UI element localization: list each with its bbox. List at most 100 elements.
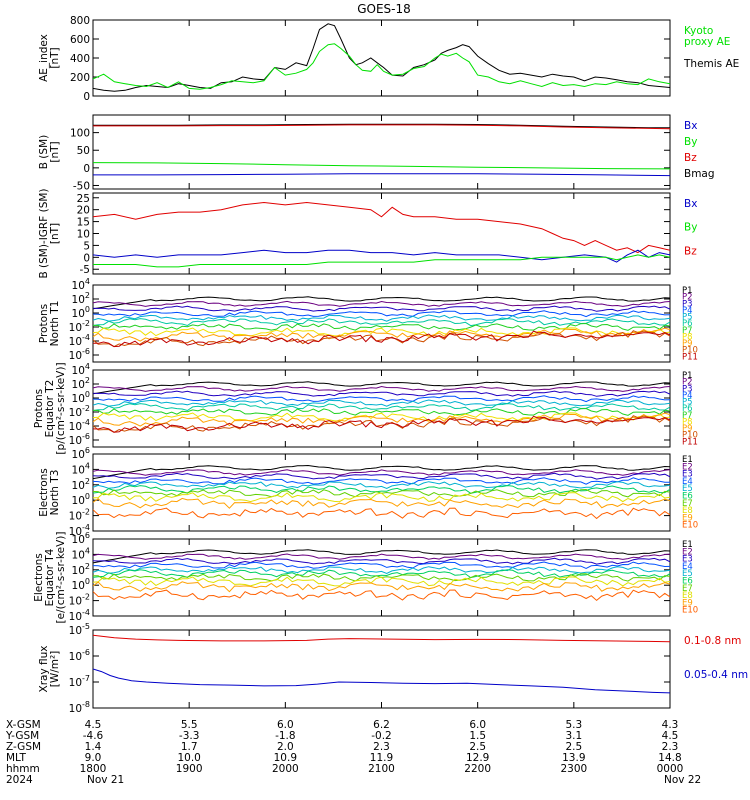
x-tick-value: 3.1 (565, 730, 582, 742)
legend-entry: P7 (682, 411, 693, 421)
y-tick-label: 100 (72, 577, 90, 592)
channel-line (93, 403, 670, 412)
legend-entry: E8 (682, 506, 693, 516)
y-axis-label: B (SM) (38, 135, 50, 169)
x-tick-value: 2200 (464, 763, 491, 775)
channel-line (93, 327, 670, 342)
x-tick-value: 2300 (560, 763, 587, 775)
legend-entry: P10 (682, 431, 698, 441)
channel-line (93, 561, 670, 569)
y-tick-label: 600 (70, 34, 90, 46)
legend-entry: P10 (682, 346, 698, 356)
channel-line (93, 576, 670, 587)
channel-line (93, 507, 670, 520)
x-row-label: 2024 (6, 774, 33, 786)
y-axis-label: Equator T4 (44, 548, 56, 606)
figure-title: GOES-18 (357, 2, 411, 16)
y-tick-label: 10-2 (69, 508, 90, 523)
x-tick-value: 1.7 (181, 741, 198, 753)
y-tick-label: 104 (72, 461, 90, 476)
legend-entry: P9 (682, 424, 693, 434)
y-tick-label: 5 (83, 240, 90, 252)
legend-entry: P8 (682, 332, 693, 342)
x-tick-value: 6.0 (469, 719, 486, 731)
y-tick-label: 10-6 (69, 347, 90, 362)
series-group (93, 201, 670, 268)
legend-entry: P5 (682, 398, 693, 408)
legend-entry: P3 (682, 384, 693, 394)
y-tick-label: 10-5 (69, 622, 90, 637)
legend-entry: Bz (684, 152, 697, 164)
y-tick-label: 102 (72, 291, 90, 306)
y-axis-label: North T1 (49, 301, 61, 347)
legend-entry: P6 (682, 404, 693, 414)
x-tick-value: 2000 (272, 763, 299, 775)
x-axis-table: X-GSMY-GSMZ-GSMMLThhmm20244.5-4.61.49.01… (5, 719, 701, 786)
channel-line (93, 330, 670, 348)
x-tick-value: -4.6 (83, 730, 104, 742)
panel-2: -50 0 50 100 B (SM) [nT] Bx By Bz Bmag (38, 114, 715, 192)
y-tick-label: 10-4 (69, 608, 90, 623)
channel-line (93, 322, 670, 331)
y-tick-label: 50 (77, 145, 90, 157)
x-tick-value: -3.3 (179, 730, 200, 742)
x-tick-value: -0.2 (371, 730, 392, 742)
channel-line (93, 412, 670, 422)
series-group (93, 123, 670, 177)
channel-line (93, 469, 670, 476)
legend-entry: By (684, 222, 697, 234)
y-tick-label: 10-4 (69, 333, 90, 348)
y-axis-label: Xray flux (38, 646, 50, 693)
y-axis-label: Protons (38, 304, 50, 343)
legend-entry: P5 (682, 313, 693, 323)
x-tick-value: 1800 (80, 763, 107, 775)
y-tick-label: -5 (80, 264, 90, 276)
y-axis-label: North T3 (49, 470, 61, 516)
y-tick-label: 104 (72, 546, 90, 561)
legend-entry: Bx (684, 120, 697, 132)
x-tick-value: 2.5 (469, 741, 486, 753)
y-axis-label: Protons (33, 389, 45, 428)
channel-line (93, 310, 670, 318)
y-tick-label: 102 (72, 562, 90, 577)
y-axis-label: [nT] (49, 47, 61, 68)
x-tick-value: 6.0 (277, 719, 294, 731)
series-line (93, 254, 670, 268)
channel-line (93, 557, 670, 565)
legend-entry: E10 (682, 606, 698, 616)
y-tick-label: 10-7 (69, 674, 90, 689)
x-tick-value: 11.9 (370, 752, 393, 764)
y-tick-label: 800 (70, 15, 90, 27)
channel-line (93, 477, 670, 485)
x-tick-value: 5.3 (565, 719, 582, 731)
series-line (93, 173, 670, 177)
legend-entry: P11 (682, 352, 698, 362)
channel-line (93, 472, 670, 480)
x-tick-value: 1.4 (85, 741, 102, 753)
y-axis-label: Equator T2 (44, 380, 56, 438)
legend-entry: P4 (682, 306, 693, 316)
y-tick-label: 10-6 (69, 648, 90, 663)
x-tick-value: -1.8 (275, 730, 296, 742)
series-group (93, 381, 670, 433)
y-tick-label: 10-8 (69, 700, 90, 715)
legend-entry: Bz (684, 245, 697, 257)
y-tick-label: 10 (77, 229, 90, 241)
legend-entry: E9 (682, 598, 693, 608)
x-tick-value: Nov 21 (87, 774, 124, 786)
channel-line (93, 492, 670, 503)
series-line (93, 634, 670, 643)
legend-entry: P2 (682, 293, 693, 303)
x-row-label: Y-GSM (5, 730, 39, 742)
legend-entry: E7 (682, 584, 693, 594)
x-row-label: X-GSM (6, 719, 41, 731)
y-tick-label: 10-2 (69, 593, 90, 608)
x-tick-value: 4.5 (662, 730, 679, 742)
legend-entry: P7 (682, 326, 693, 336)
y-tick-label: 100 (70, 128, 90, 140)
y-tick-label: 15 (77, 217, 90, 229)
